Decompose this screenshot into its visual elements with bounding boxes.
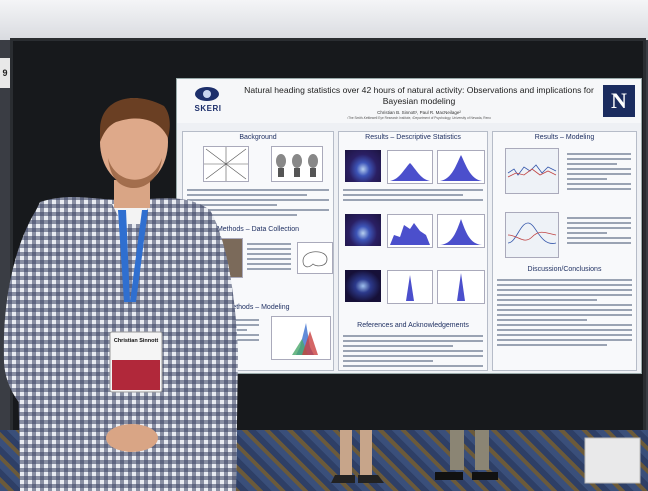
name-badge-name: Christian Sinnott (113, 338, 159, 344)
figure-heads (271, 146, 323, 182)
board-number: 9 (0, 58, 10, 88)
figure-model-distribution (271, 316, 331, 360)
poster-title: Natural heading statistics over 42 hours… (244, 85, 594, 106)
background-people (331, 430, 641, 484)
histogram-3b (437, 270, 485, 304)
eye-icon (195, 87, 219, 101)
figure-model-fit-1 (505, 148, 559, 194)
histogram-1a (387, 150, 433, 184)
skeri-logo-text: SKERI (194, 104, 222, 113)
histogram-3a (387, 270, 433, 304)
section-methods-modeling: Methods – Modeling (226, 304, 290, 311)
figure-model-fit-2 (505, 212, 559, 258)
section-discussion: Discussion/Conclusions (527, 266, 602, 273)
section-methods-data: Methods – Data Collection (216, 226, 300, 233)
histogram-2a (387, 214, 433, 248)
heatmap-2 (345, 214, 381, 246)
heatmap-1 (345, 150, 381, 182)
heatmap-3 (345, 270, 381, 302)
ceiling (0, 0, 648, 40)
poster-authors: Christian B. Sinnott¹, Paul R. MacNeilag… (377, 110, 461, 115)
section-background: Background (239, 134, 277, 141)
poster-column-right: Results – Modeling Discussion/Conclusion… (492, 131, 637, 371)
section-results-modeling: Results – Modeling (534, 134, 595, 141)
poster-affiliation: ¹The Smith-Kettlewell Eye Research Insti… (347, 116, 491, 120)
research-poster: SKERI Natural heading statistics over 42… (176, 78, 642, 374)
poster-column-middle: Results – Descriptive Statistics Referen… (338, 131, 488, 371)
section-results-descriptive: Results – Descriptive Statistics (365, 134, 461, 141)
nevada-logo: N (603, 85, 635, 117)
skeri-logo: SKERI (185, 85, 231, 117)
section-references: References and Acknowledgements (357, 322, 469, 329)
poster-header: SKERI Natural heading statistics over 42… (177, 79, 641, 123)
figure-brain (297, 242, 333, 274)
figure-optic-flow (203, 146, 249, 182)
histogram-2b (437, 214, 485, 248)
presenter (3, 98, 238, 491)
histogram-1b (437, 150, 485, 184)
